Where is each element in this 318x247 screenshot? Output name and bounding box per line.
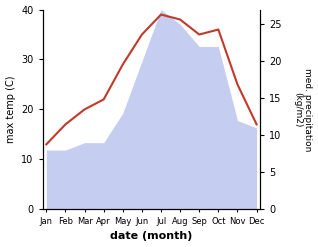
Y-axis label: med. precipitation
(kg/m2): med. precipitation (kg/m2) — [293, 68, 313, 151]
Y-axis label: max temp (C): max temp (C) — [5, 76, 16, 143]
X-axis label: date (month): date (month) — [110, 231, 193, 242]
